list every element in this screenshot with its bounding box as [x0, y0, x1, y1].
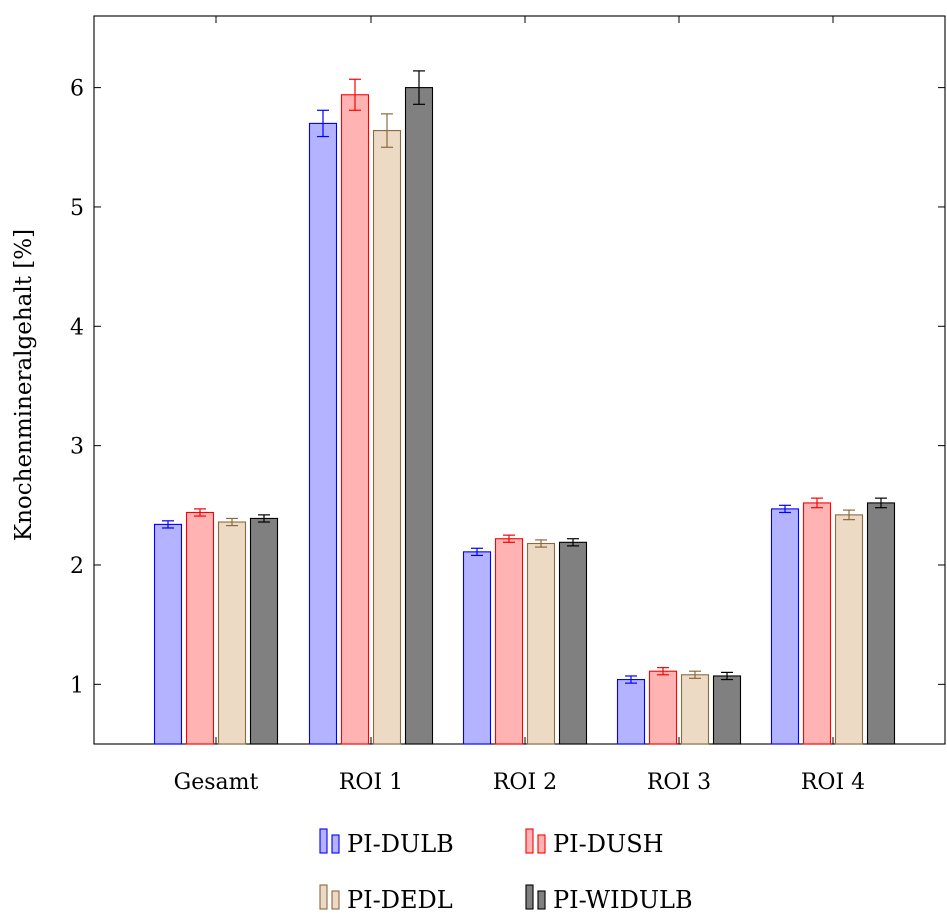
bar — [648, 670, 678, 745]
y-tick-label: 5 — [70, 196, 84, 221]
legend-label: PI-WIDULB — [553, 886, 693, 914]
bar — [308, 122, 338, 745]
y-tick-label: 6 — [70, 77, 84, 102]
legend-swatch — [525, 828, 534, 854]
legend-swatch — [537, 834, 546, 854]
x-tick-label: ROI 2 — [493, 770, 557, 795]
y-axis-label: Knochenmineralgehalt [%] — [11, 229, 37, 541]
legend-swatch — [525, 884, 534, 910]
x-tick-label: ROI 3 — [647, 770, 711, 795]
bar — [217, 521, 247, 745]
bar — [558, 541, 588, 745]
legend-swatch — [537, 890, 546, 910]
legend-label: PI-DUSH — [553, 830, 664, 858]
bar — [404, 87, 434, 745]
y-tick-label: 1 — [70, 673, 84, 698]
bar — [680, 674, 710, 745]
bar — [249, 517, 279, 745]
bar — [616, 679, 646, 745]
bar — [372, 130, 402, 745]
legend-swatch — [331, 890, 340, 910]
bar — [340, 94, 370, 745]
y-tick-label: 2 — [70, 554, 84, 579]
bar — [834, 514, 864, 745]
bar — [866, 502, 896, 745]
legend-swatch — [319, 884, 328, 910]
legend-label: PI-DEDL — [347, 886, 453, 914]
x-tick-label: ROI 1 — [339, 770, 403, 795]
bar — [462, 551, 492, 745]
bar — [494, 538, 524, 745]
x-tick-label: Gesamt — [174, 770, 259, 795]
bar — [153, 523, 183, 745]
legend-label: PI-DULB — [347, 830, 454, 858]
plot-area: 1 2 3 4 5 6 Knochenmineralgehalt [%] Gesamt ROI … — [11, 15, 946, 795]
bar — [185, 511, 215, 745]
x-tick-label: ROI 4 — [801, 770, 865, 795]
y-tick-label: 3 — [70, 435, 84, 460]
bar — [526, 542, 556, 745]
bar — [802, 502, 832, 745]
legend-swatch — [319, 828, 328, 854]
legend-swatch — [331, 834, 340, 854]
bar — [712, 675, 742, 745]
legend: PI-DULB PI-DUSH PI-DEDL PI-WIDULB — [319, 828, 693, 914]
y-tick-label: 4 — [70, 315, 84, 340]
bar — [770, 508, 800, 745]
